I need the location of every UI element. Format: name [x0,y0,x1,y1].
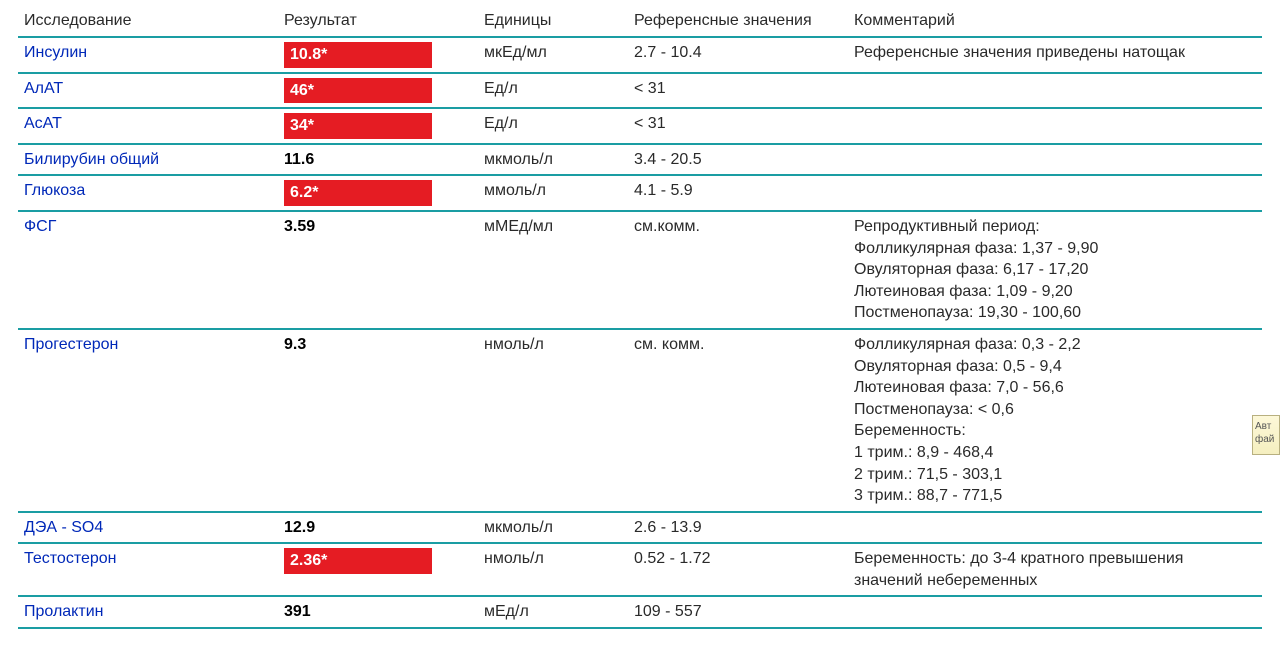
units: мкмоль/л [478,144,628,176]
reference-range: 3.4 - 20.5 [628,144,848,176]
test-name: Прогестерон [24,336,118,353]
result-value-abnormal: 46* [284,78,432,104]
header-result: Результат [278,8,478,37]
result-value-abnormal: 2.36* [284,548,432,574]
comment: Беременность: до 3-4 кратного превышения… [848,543,1262,596]
test-name: Пролактин [24,603,103,620]
result-value-abnormal: 34* [284,113,432,139]
table-row: ФСГ 3.59 мМЕд/млсм.комм.Репродуктивный пер… [18,211,1262,329]
result-value: 391 [284,603,311,620]
result-value: 3.59 [284,218,315,235]
units: ммоль/л [478,175,628,211]
reference-range: см. комм. [628,329,848,512]
result-value-abnormal: 10.8* [284,42,432,68]
table-body: Инсулин 10.8* мкЕд/мл2.7 - 10.4Референсные… [18,37,1262,628]
units: Ед/л [478,73,628,109]
reference-range: 0.52 - 1.72 [628,543,848,596]
units: нмоль/л [478,543,628,596]
comment: Референсные значения приведены натощак [848,37,1262,73]
table-row: Прогестерон 9.3 нмоль/лсм. комм.Фолликуляр… [18,329,1262,512]
table-row: АсАТ 34* Ед/л< 31 [18,108,1262,144]
side-widget-line2: фай [1255,433,1277,446]
comment [848,175,1262,211]
result-value-abnormal: 6.2* [284,180,432,206]
reference-range: см.комм. [628,211,848,329]
side-widget-line1: Авт [1255,420,1277,433]
header-units: Единицы [478,8,628,37]
comment [848,512,1262,544]
comment: Репродуктивный период: Фолликулярная фаз… [848,211,1262,329]
units: мМЕд/мл [478,211,628,329]
comment [848,73,1262,109]
side-widget[interactable]: Авт фай [1252,415,1280,455]
result-value: 9.3 [284,336,306,353]
reference-range: 2.6 - 13.9 [628,512,848,544]
header-comment: Комментарий [848,8,1262,37]
units: мкмоль/л [478,512,628,544]
comment: Фолликулярная фаза: 0,3 - 2,2 Овуляторна… [848,329,1262,512]
units: Ед/л [478,108,628,144]
test-name: Билирубин общий [24,151,159,168]
result-value: 12.9 [284,519,315,536]
comment [848,108,1262,144]
table-row: Инсулин 10.8* мкЕд/мл2.7 - 10.4Референсные… [18,37,1262,73]
table-row: Тестостерон 2.36* нмоль/л0.52 - 1.72Береме… [18,543,1262,596]
reference-range: 2.7 - 10.4 [628,37,848,73]
units: мЕд/л [478,596,628,628]
reference-range: < 31 [628,108,848,144]
table-row: АлАТ 46* Ед/л< 31 [18,73,1262,109]
reference-range: < 31 [628,73,848,109]
units: нмоль/л [478,329,628,512]
header-ref: Референсные значения [628,8,848,37]
reference-range: 109 - 557 [628,596,848,628]
table-row: Пролактин 391 мЕд/л109 - 557 [18,596,1262,628]
reference-range: 4.1 - 5.9 [628,175,848,211]
test-name: АсАТ [24,115,62,132]
test-name: Инсулин [24,44,87,61]
result-value: 11.6 [284,151,314,168]
test-name: ДЭА - SO4 [24,519,103,536]
table-row: ДЭА - SO4 12.9 мкмоль/л2.6 - 13.9 [18,512,1262,544]
units: мкЕд/мл [478,37,628,73]
table-row: Глюкоза 6.2* ммоль/л4.1 - 5.9 [18,175,1262,211]
test-name: Глюкоза [24,182,85,199]
comment [848,596,1262,628]
table-header-row: Исследование Результат Единицы Референсн… [18,8,1262,37]
test-name: ФСГ [24,218,56,235]
lab-results-table: Исследование Результат Единицы Референсн… [18,8,1262,629]
test-name: АлАТ [24,80,63,97]
test-name: Тестостерон [24,550,117,567]
header-test: Исследование [18,8,278,37]
table-row: Билирубин общий 11.6 мкмоль/л3.4 - 20.5 [18,144,1262,176]
comment [848,144,1262,176]
